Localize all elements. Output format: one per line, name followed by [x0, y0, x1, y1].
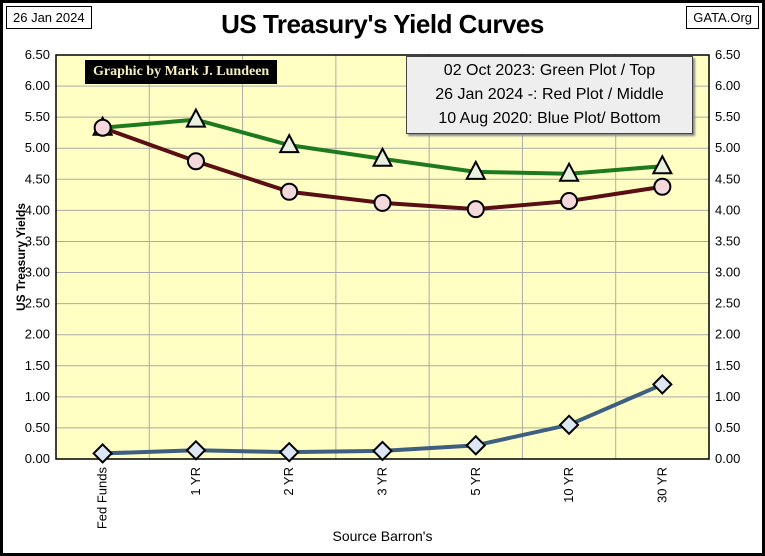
y-tick-right: 4.00 [715, 202, 740, 217]
x-tick-label: 2 YR [281, 467, 296, 496]
x-axis-label: Source Barron's [333, 528, 433, 544]
y-tick-right: 0.50 [715, 420, 740, 435]
x-tick-label: Fed Funds [95, 467, 110, 530]
data-point-diamond [278, 441, 300, 463]
data-point-circle [280, 182, 299, 201]
y-tick-right: 6.50 [715, 47, 740, 62]
data-point-circle [373, 193, 392, 212]
y-tick-left: 1.50 [25, 358, 50, 373]
legend-entry-red: 26 Jan 2024 -: Red Plot / Middle [435, 86, 664, 103]
y-tick-left: 4.00 [25, 202, 50, 217]
date-label: 26 Jan 2024 [6, 6, 92, 29]
y-tick-right: 1.50 [715, 358, 740, 373]
data-point-diamond [465, 434, 487, 456]
data-point-diamond [558, 414, 580, 436]
data-point-diamond [92, 442, 114, 464]
y-tick-right: 5.00 [715, 140, 740, 155]
data-point-triangle [465, 159, 487, 180]
y-tick-right: 1.00 [715, 389, 740, 404]
y-tick-left: 0.50 [25, 420, 50, 435]
x-tick-label: 5 YR [468, 467, 483, 496]
legend-entry-green: 02 Oct 2023: Green Plot / Top [443, 62, 656, 79]
y-tick-right: 3.50 [715, 233, 740, 248]
data-point-diamond [185, 439, 207, 461]
y-tick-left: 2.50 [25, 296, 50, 311]
data-point-diamond [651, 374, 673, 395]
y-tick-left: 4.50 [25, 171, 50, 186]
y-tick-right: 5.50 [715, 109, 740, 124]
y-tick-left: 5.50 [25, 109, 50, 124]
y-tick-right: 6.00 [715, 78, 740, 93]
y-tick-left: 3.50 [25, 233, 50, 248]
y-tick-left: 1.00 [25, 389, 50, 404]
y-tick-right: 3.00 [715, 265, 740, 280]
data-point-circle [93, 118, 112, 137]
y-axis-label: US Treasury Yields [14, 203, 28, 311]
data-point-circle [560, 192, 579, 211]
data-point-triangle [558, 161, 580, 182]
y-tick-left: 6.00 [25, 78, 50, 93]
data-point-triangle [278, 132, 300, 154]
data-point-diamond [372, 440, 393, 462]
credit-label: Graphic by Mark J. Lundeen [85, 60, 278, 84]
y-tick-right: 0.00 [715, 451, 740, 466]
data-point-circle [466, 200, 485, 219]
data-point-triangle [651, 154, 674, 175]
x-tick-label: 3 YR [375, 467, 390, 496]
legend-entry-blue: 10 Aug 2020: Blue Plot/ Bottom [438, 110, 661, 127]
y-tick-left: 5.00 [25, 140, 50, 155]
data-point-circle [186, 152, 205, 171]
data-point-triangle [185, 107, 207, 128]
chart-title: US Treasury's Yield Curves [221, 9, 544, 39]
y-tick-left: 2.00 [25, 327, 50, 342]
y-tick-left: 0.00 [25, 451, 50, 466]
legend: 02 Oct 2023: Green Plot / Top 26 Jan 202… [406, 56, 693, 134]
data-point-triangle [371, 146, 394, 167]
y-tick-right: 4.50 [715, 171, 740, 186]
data-point-circle [653, 177, 672, 196]
y-tick-right: 2.50 [715, 296, 740, 311]
site-label: GATA.Org [686, 6, 759, 29]
x-tick-label: 10 YR [561, 467, 576, 503]
y-tick-left: 6.50 [25, 47, 50, 62]
x-tick-label: 30 YR [654, 467, 669, 503]
y-tick-right: 2.00 [715, 327, 740, 342]
y-tick-left: 3.00 [25, 265, 50, 280]
x-tick-label: 1 YR [188, 467, 203, 496]
